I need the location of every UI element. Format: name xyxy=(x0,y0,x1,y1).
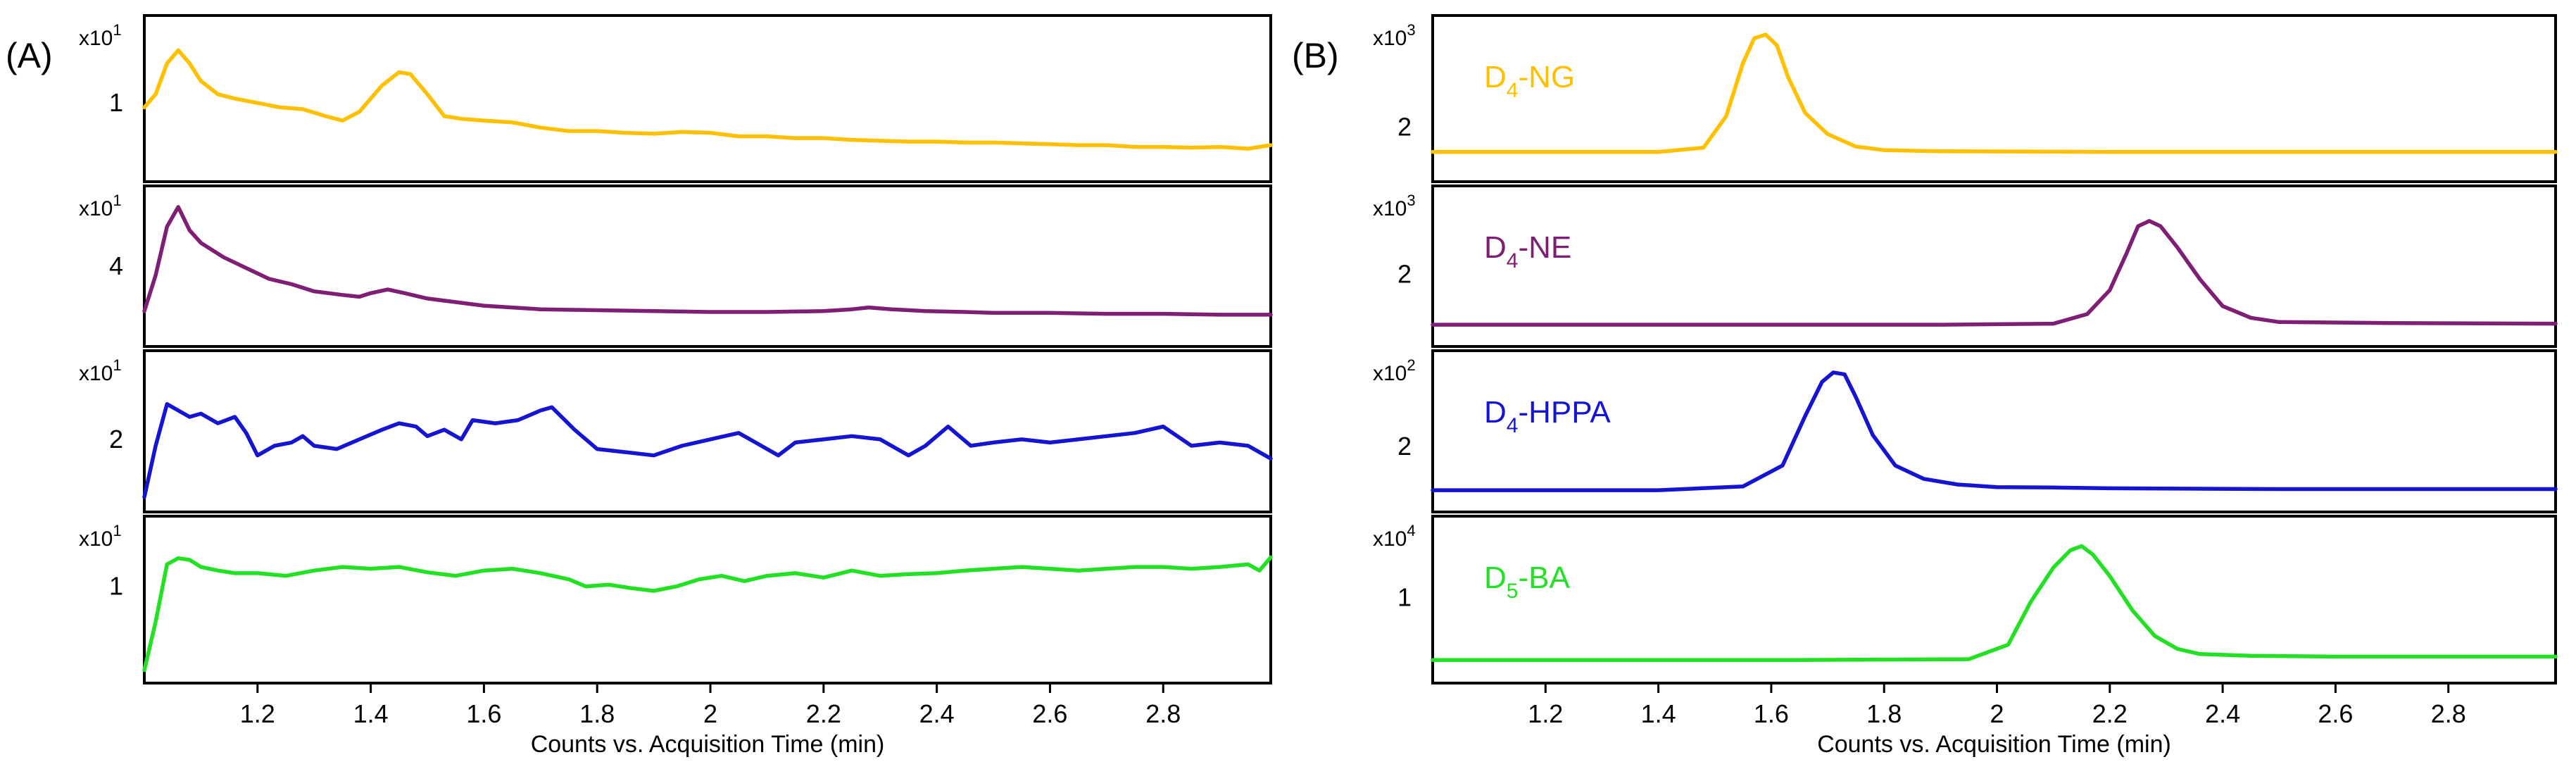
panel-a-x-tick-label: 1.6 xyxy=(466,699,501,728)
panel-a-subplot-3-frame xyxy=(143,349,1272,513)
panel-b-subplot-3-frame xyxy=(1431,349,2557,513)
panel-b-subplot-2-y-tick-label: 2 xyxy=(1397,259,1412,288)
panel-b-label: (B) xyxy=(1292,36,1339,75)
panel-b-subplot-1-multiplier: x103 xyxy=(1373,21,1416,50)
panel-a-x-tick-label: 1.8 xyxy=(579,699,615,728)
panel-a-x-tick-label: 2.4 xyxy=(919,699,955,728)
panel-b-series-2-label: D4-NE xyxy=(1484,230,1571,273)
panel-a-subplot-2-multiplier: x101 xyxy=(79,192,122,220)
panel-a-series-4-line xyxy=(142,555,1273,673)
panel-b-series-4-line xyxy=(1431,544,2558,663)
panel-b-x-tick-label: 2.8 xyxy=(2431,699,2466,728)
panel-b-series-4-label: D5-BA xyxy=(1484,561,1570,603)
panel-b-series-1-line xyxy=(1431,32,2558,154)
panel-b-subplot-2-frame xyxy=(1431,185,2557,348)
panel-a-series-2-line xyxy=(142,205,1273,317)
panel-b-x-tick-label: 1.4 xyxy=(1641,699,1676,728)
panel-b-x-tick-label: 1.8 xyxy=(1866,699,1902,728)
panel-b-x-tick-label: 2 xyxy=(1990,699,2004,728)
panel-b-series-2-line xyxy=(1431,219,2558,327)
panel-a-chart: x101 1 x101 4 x101 2 x101 1 1.2 1.4 1.6 1.8 2 2.2 2.4 2… xyxy=(79,14,1273,758)
panel-a-series-3-line xyxy=(142,402,1273,499)
panel-a-x-tick-label: 2.6 xyxy=(1032,699,1067,728)
panel-a-subplot-4-frame xyxy=(143,515,1272,684)
panel-b-x-tick-label: 1.6 xyxy=(1754,699,1789,728)
panel-b-subplot-3-y-tick-label: 2 xyxy=(1397,432,1412,461)
panel-b-x-axis-title: Counts vs. Acquisition Time (min) xyxy=(1817,731,2171,758)
panel-a-x-tick-label: 1.2 xyxy=(240,699,275,728)
panel-b-series-1-label: D4-NG xyxy=(1484,60,1575,102)
panel-b-subplot-4-frame xyxy=(1431,515,2557,684)
panel-a-series-1-line xyxy=(142,48,1273,151)
panel-a-x-axis-title: Counts vs. Acquisition Time (min) xyxy=(531,731,885,758)
panel-b-x-tick-label: 2.4 xyxy=(2205,699,2240,728)
panel-b-x-tick-label: 2.6 xyxy=(2318,699,2353,728)
panel-b-x-tick-label: 1.2 xyxy=(1528,699,1563,728)
panel-b-series-3-line xyxy=(1431,370,2558,492)
panel-a-subplot-1-multiplier: x101 xyxy=(79,21,122,50)
panel-a-subplot-4-multiplier: x101 xyxy=(79,522,122,551)
panel-a-subplot-3-y-tick-label: 2 xyxy=(109,425,123,454)
panel-b-series-3-label: D4-HPPA xyxy=(1484,395,1611,437)
panel-b-subplot-4-y-tick-label: 1 xyxy=(1397,582,1412,611)
panel-b-subplot-1-y-tick-label: 2 xyxy=(1397,112,1412,141)
panel-a-subplot-2-y-tick-label: 4 xyxy=(109,251,123,280)
panel-a-subplot-4-y-tick-label: 1 xyxy=(109,572,123,601)
panel-b-subplot-3-multiplier: x102 xyxy=(1373,356,1416,385)
panel-a-subplot-3-multiplier: x101 xyxy=(79,356,122,385)
panel-a-subplot-2-frame xyxy=(143,185,1272,348)
panel-a-x-tick-label: 2.8 xyxy=(1145,699,1181,728)
panel-a-subplot-1-frame xyxy=(143,14,1272,183)
panel-b-chart: x103 2 D4-NG x103 2 D4-NE x102 2 D4-HPPA x104 1 D5-… xyxy=(1373,14,2558,758)
panel-a-x-tick-label: 2 xyxy=(703,699,717,728)
panel-a-x-tick-label: 2.2 xyxy=(806,699,841,728)
panel-b-subplot-1-frame xyxy=(1431,14,2557,183)
panel-a-subplot-1-y-tick-label: 1 xyxy=(109,88,123,117)
panel-a-label: (A) xyxy=(6,36,53,75)
panel-b-subplot-4-multiplier: x104 xyxy=(1373,522,1416,551)
panel-b-subplot-2-multiplier: x103 xyxy=(1373,192,1416,220)
panel-b-x-tick-label: 2.2 xyxy=(2092,699,2128,728)
panel-a-x-tick-label: 1.4 xyxy=(353,699,389,728)
